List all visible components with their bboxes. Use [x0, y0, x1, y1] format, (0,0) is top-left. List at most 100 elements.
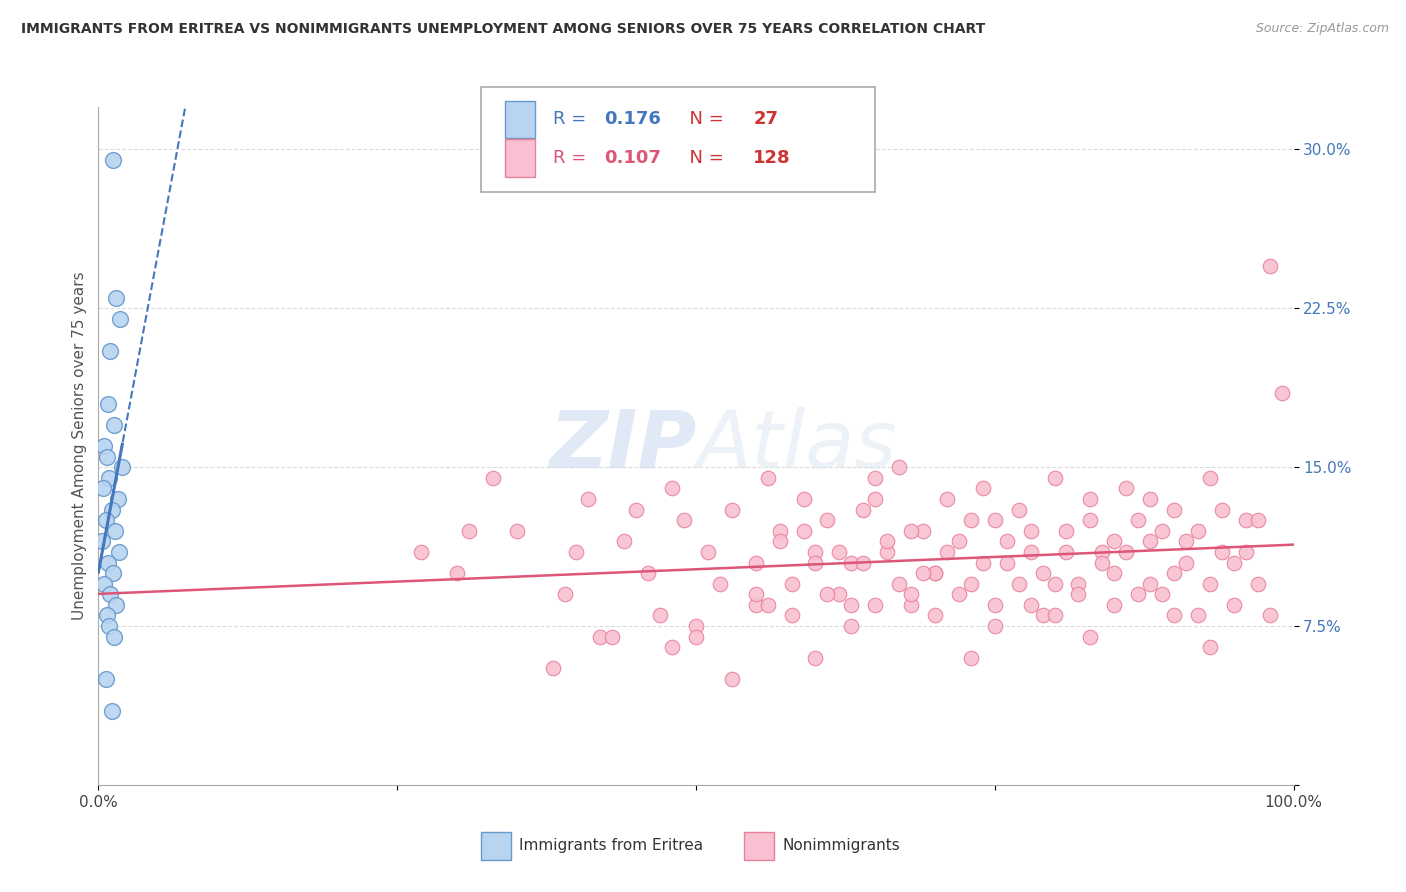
Text: Nonimmigrants: Nonimmigrants: [782, 838, 900, 854]
Point: [96, 450, 118, 464]
Point: [697, 545, 720, 559]
Point: [817, 513, 839, 527]
Point: [1104, 598, 1126, 612]
Point: [111, 460, 134, 475]
Point: [107, 545, 129, 559]
Point: [709, 576, 731, 591]
Point: [1258, 608, 1281, 623]
Point: [995, 534, 1018, 549]
Point: [1234, 513, 1257, 527]
Point: [793, 524, 815, 538]
Point: [661, 482, 683, 496]
Point: [972, 556, 994, 570]
Point: [804, 556, 827, 570]
Point: [1080, 491, 1102, 506]
Point: [650, 608, 672, 623]
Point: [1056, 524, 1078, 538]
Point: [828, 545, 851, 559]
Point: [780, 576, 803, 591]
Text: N =: N =: [678, 149, 730, 167]
Point: [936, 545, 959, 559]
Point: [1139, 491, 1161, 506]
Point: [1258, 259, 1281, 273]
Point: [94, 672, 117, 686]
Point: [105, 291, 128, 305]
Point: [721, 502, 744, 516]
Text: 0.107: 0.107: [605, 149, 661, 167]
Point: [101, 153, 124, 167]
Point: [841, 556, 863, 570]
Point: [972, 482, 994, 496]
Point: [984, 513, 1007, 527]
Point: [685, 630, 707, 644]
Y-axis label: Unemployment Among Seniors over 75 years: Unemployment Among Seniors over 75 years: [72, 272, 87, 620]
Text: R =: R =: [553, 149, 592, 167]
Text: 0.176: 0.176: [605, 111, 661, 128]
Point: [817, 587, 839, 601]
Point: [100, 502, 122, 516]
Point: [1163, 502, 1185, 516]
Point: [1211, 545, 1233, 559]
Point: [506, 524, 529, 538]
Point: [1091, 556, 1114, 570]
Point: [589, 630, 612, 644]
Point: [100, 704, 122, 718]
Point: [756, 471, 779, 485]
Point: [841, 619, 863, 633]
Point: [96, 608, 118, 623]
Point: [1080, 630, 1102, 644]
Point: [876, 545, 898, 559]
Point: [94, 513, 117, 527]
Point: [745, 598, 768, 612]
Point: [900, 524, 922, 538]
Point: [685, 619, 707, 633]
Point: [1008, 576, 1031, 591]
Point: [1115, 545, 1137, 559]
Point: [1163, 566, 1185, 581]
Point: [482, 471, 505, 485]
Point: [1067, 576, 1090, 591]
Point: [98, 471, 121, 485]
Point: [1175, 556, 1198, 570]
Point: [1104, 566, 1126, 581]
Point: [960, 576, 983, 591]
Point: [578, 491, 600, 506]
Point: [924, 566, 946, 581]
FancyBboxPatch shape: [744, 832, 773, 860]
Point: [960, 651, 983, 665]
Point: [948, 587, 970, 601]
Point: [889, 460, 911, 475]
FancyBboxPatch shape: [505, 139, 534, 177]
Point: [1211, 502, 1233, 516]
Point: [554, 587, 576, 601]
Point: [1223, 598, 1246, 612]
Point: [828, 587, 851, 601]
Text: ZIP: ZIP: [548, 407, 696, 485]
Point: [673, 513, 696, 527]
Point: [924, 566, 946, 581]
Point: [852, 502, 875, 516]
Point: [865, 491, 887, 506]
Point: [865, 598, 887, 612]
FancyBboxPatch shape: [481, 832, 510, 860]
Point: [1247, 576, 1270, 591]
Point: [912, 524, 935, 538]
Point: [889, 576, 911, 591]
Point: [1175, 534, 1198, 549]
Point: [1187, 608, 1209, 623]
Point: [93, 576, 115, 591]
Point: [1032, 566, 1054, 581]
Point: [104, 524, 127, 538]
Point: [1019, 545, 1042, 559]
Point: [769, 524, 792, 538]
Point: [1128, 513, 1150, 527]
Text: Source: ZipAtlas.com: Source: ZipAtlas.com: [1256, 22, 1389, 36]
Point: [804, 651, 827, 665]
Point: [103, 630, 125, 644]
Point: [1139, 534, 1161, 549]
Point: [995, 556, 1018, 570]
FancyBboxPatch shape: [505, 101, 534, 138]
Point: [1223, 556, 1246, 570]
Point: [97, 556, 120, 570]
Point: [852, 556, 875, 570]
